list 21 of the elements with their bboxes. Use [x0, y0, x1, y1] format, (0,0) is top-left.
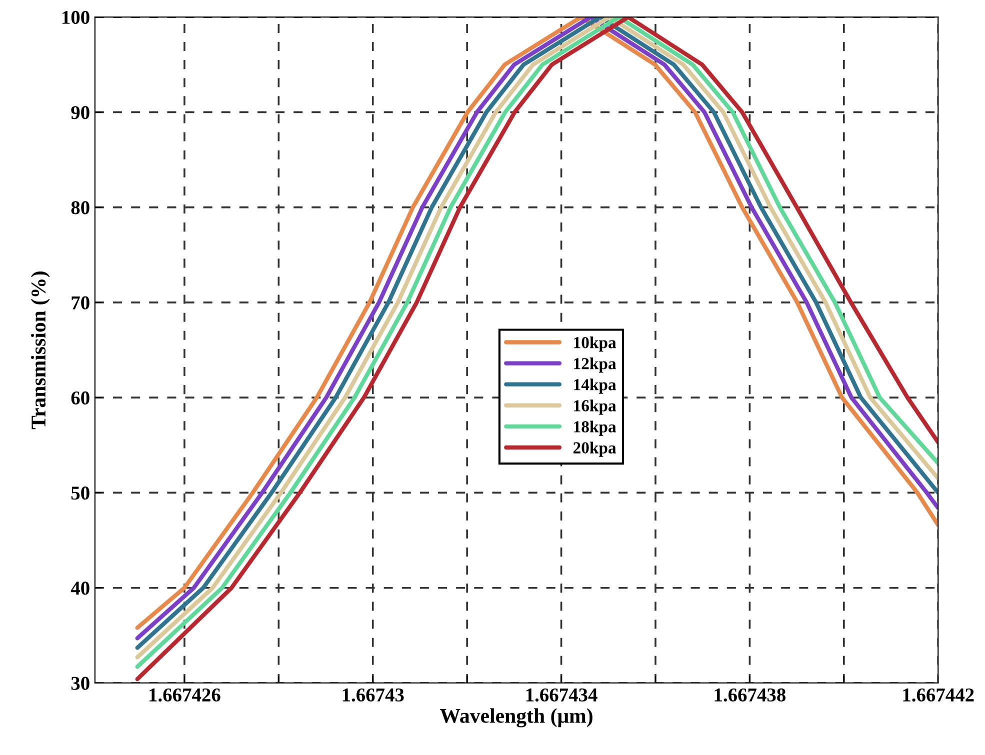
- legend-label: 16kpa: [574, 400, 616, 415]
- x-tick-label: 1.667426: [150, 688, 220, 702]
- x-tick-label: 1.66743: [342, 688, 404, 702]
- y-tick-label: 90: [71, 106, 90, 120]
- y-axis-title: Transmission (%): [30, 272, 50, 430]
- y-tick-label: 80: [71, 201, 90, 214]
- x-tick-label: 1.667434: [526, 688, 598, 702]
- legend-label: 12kpa: [574, 358, 616, 373]
- x-axis-title: Wavelength (μm): [440, 708, 592, 728]
- y-tick-label: 60: [71, 391, 90, 405]
- legend-label: 18kpa: [574, 420, 616, 436]
- y-tick-label: 100: [62, 10, 90, 24]
- y-tick-label: 70: [72, 296, 90, 310]
- legend-label: 10kpa: [574, 336, 616, 352]
- legend-label: 20kpa: [573, 442, 616, 457]
- x-tick-label: 1.667442: [903, 688, 974, 702]
- y-tick-label: 30: [71, 676, 90, 690]
- y-tick-label: 50: [71, 486, 90, 500]
- x-tick-label: 1.667438: [714, 688, 786, 702]
- legend-label: 14kpa: [574, 378, 616, 394]
- y-tick-label: 40: [70, 582, 90, 595]
